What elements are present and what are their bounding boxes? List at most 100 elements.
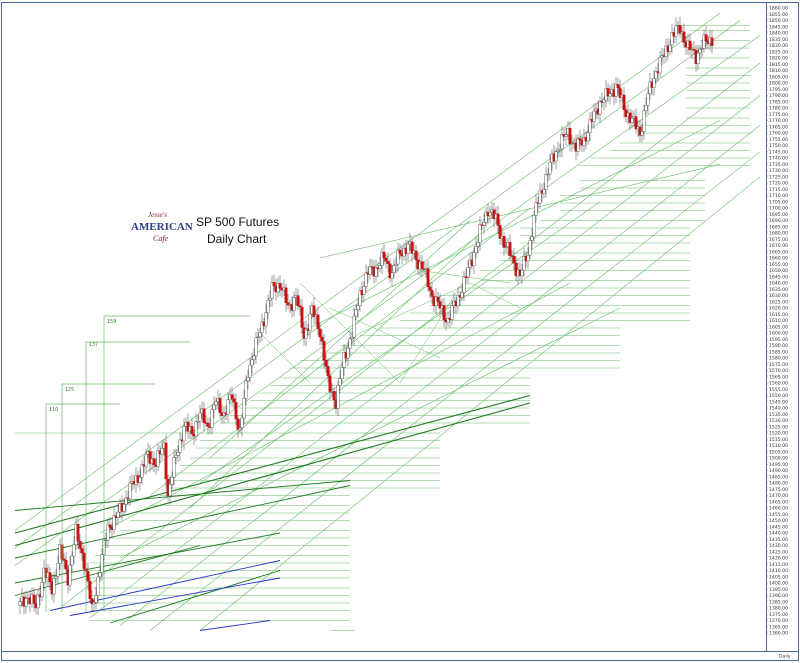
y-tick-label: 1695.00 [769, 212, 788, 218]
y-tick-label: 1745.00 [769, 149, 788, 155]
candle-body [78, 540, 82, 549]
candle-body [36, 594, 40, 609]
y-tick-label: 1860.00 [769, 6, 788, 12]
candle-body [340, 367, 344, 379]
candle-body [326, 366, 330, 377]
candle-body [586, 132, 590, 142]
candle-body [108, 524, 112, 528]
candle-body [530, 236, 534, 241]
y-tick-label: 1775.00 [769, 112, 788, 118]
candle-body [156, 450, 160, 467]
candle-body [528, 240, 532, 256]
fan-lines [14, 12, 761, 631]
y-tick-label: 1385.00 [769, 599, 788, 605]
candle-body [98, 572, 102, 578]
candle-body [482, 222, 486, 226]
y-tick-label: 1815.00 [769, 62, 788, 68]
y-tick-label: 1700.00 [769, 206, 788, 212]
y-tick-label: 1670.00 [769, 243, 788, 249]
y-tick-label: 1830.00 [769, 43, 788, 49]
candle-body [556, 149, 560, 152]
candle-body [630, 118, 634, 124]
candle-body [94, 595, 98, 603]
y-tick-label: 1540.00 [769, 406, 788, 412]
candle-body [638, 126, 642, 136]
y-tick-label: 1605.00 [769, 324, 788, 330]
fan-line [469, 282, 521, 309]
y-tick-label: 1840.00 [769, 31, 788, 37]
candle-body [230, 394, 234, 399]
candle-body [576, 138, 580, 152]
level-box-159 [103, 315, 250, 612]
candle-body [688, 40, 692, 51]
candle-body [260, 321, 264, 333]
candle-body [266, 300, 270, 314]
candle-body [484, 211, 488, 223]
candle-body [354, 309, 358, 317]
candle-body [380, 251, 384, 266]
candle-body [394, 264, 398, 266]
candle-body [598, 100, 602, 115]
y-tick-label: 1710.00 [769, 193, 788, 199]
candle-body [544, 173, 548, 190]
candle-body [296, 295, 300, 306]
y-tick-label: 1510.00 [769, 443, 788, 449]
y-tick-label: 1785.00 [769, 99, 788, 105]
candle-body [68, 564, 72, 586]
y-tick-label: 1760.00 [769, 131, 788, 137]
candle-body [396, 249, 400, 265]
y-tick-label: 1425.00 [769, 549, 788, 555]
candle-body [564, 134, 568, 137]
candle-body [258, 332, 262, 338]
y-tick-label: 1630.00 [769, 293, 788, 299]
y-tick-label: 1805.00 [769, 74, 788, 80]
candle-body [460, 292, 464, 298]
level-label-137: 137 [89, 342, 98, 348]
y-tick-label: 1560.00 [769, 381, 788, 387]
candle-body [64, 560, 68, 570]
y-tick-label: 1395.00 [769, 587, 788, 593]
level-box-125 [61, 383, 155, 612]
logo-line3: Cafe [153, 234, 169, 243]
candle-body [474, 246, 478, 253]
level-box-137 [85, 341, 190, 612]
candle-body [174, 455, 178, 458]
fan-line [14, 485, 351, 559]
candle-body [390, 272, 394, 279]
candle-body [40, 582, 44, 598]
candle-body [692, 49, 696, 51]
fan-line [14, 402, 531, 547]
y-tick-label: 1625.00 [769, 299, 788, 305]
y-tick-label: 1640.00 [769, 281, 788, 287]
candle-body [398, 249, 402, 254]
candle-body [218, 398, 222, 413]
fan-line [69, 577, 281, 616]
y-tick-label: 1570.00 [769, 368, 788, 374]
fan-line [14, 394, 531, 534]
y-tick-label: 1770.00 [769, 118, 788, 124]
candle-body [668, 44, 672, 52]
candle-body [112, 515, 116, 530]
candle-body [88, 581, 92, 600]
fan-line [329, 307, 441, 359]
y-tick-label: 1705.00 [769, 199, 788, 205]
candle-body [560, 133, 564, 150]
candle-body [364, 272, 368, 287]
y-tick-label: 1505.00 [769, 449, 788, 455]
candle-body [640, 131, 644, 136]
candle-body [382, 251, 386, 259]
candle-body [438, 301, 442, 309]
y-tick-label: 1450.00 [769, 518, 788, 524]
candle-body [268, 298, 272, 301]
y-tick-label: 1370.00 [769, 618, 788, 624]
candle-body [426, 268, 430, 287]
fan-line [259, 332, 311, 384]
candle-body [370, 266, 374, 268]
candle-body [32, 594, 36, 604]
logo-line2: AMERICAN [131, 221, 193, 233]
candle-body [582, 136, 586, 146]
y-tick-label: 1405.00 [769, 574, 788, 580]
candle-body [488, 212, 492, 217]
candle-body [602, 99, 606, 103]
